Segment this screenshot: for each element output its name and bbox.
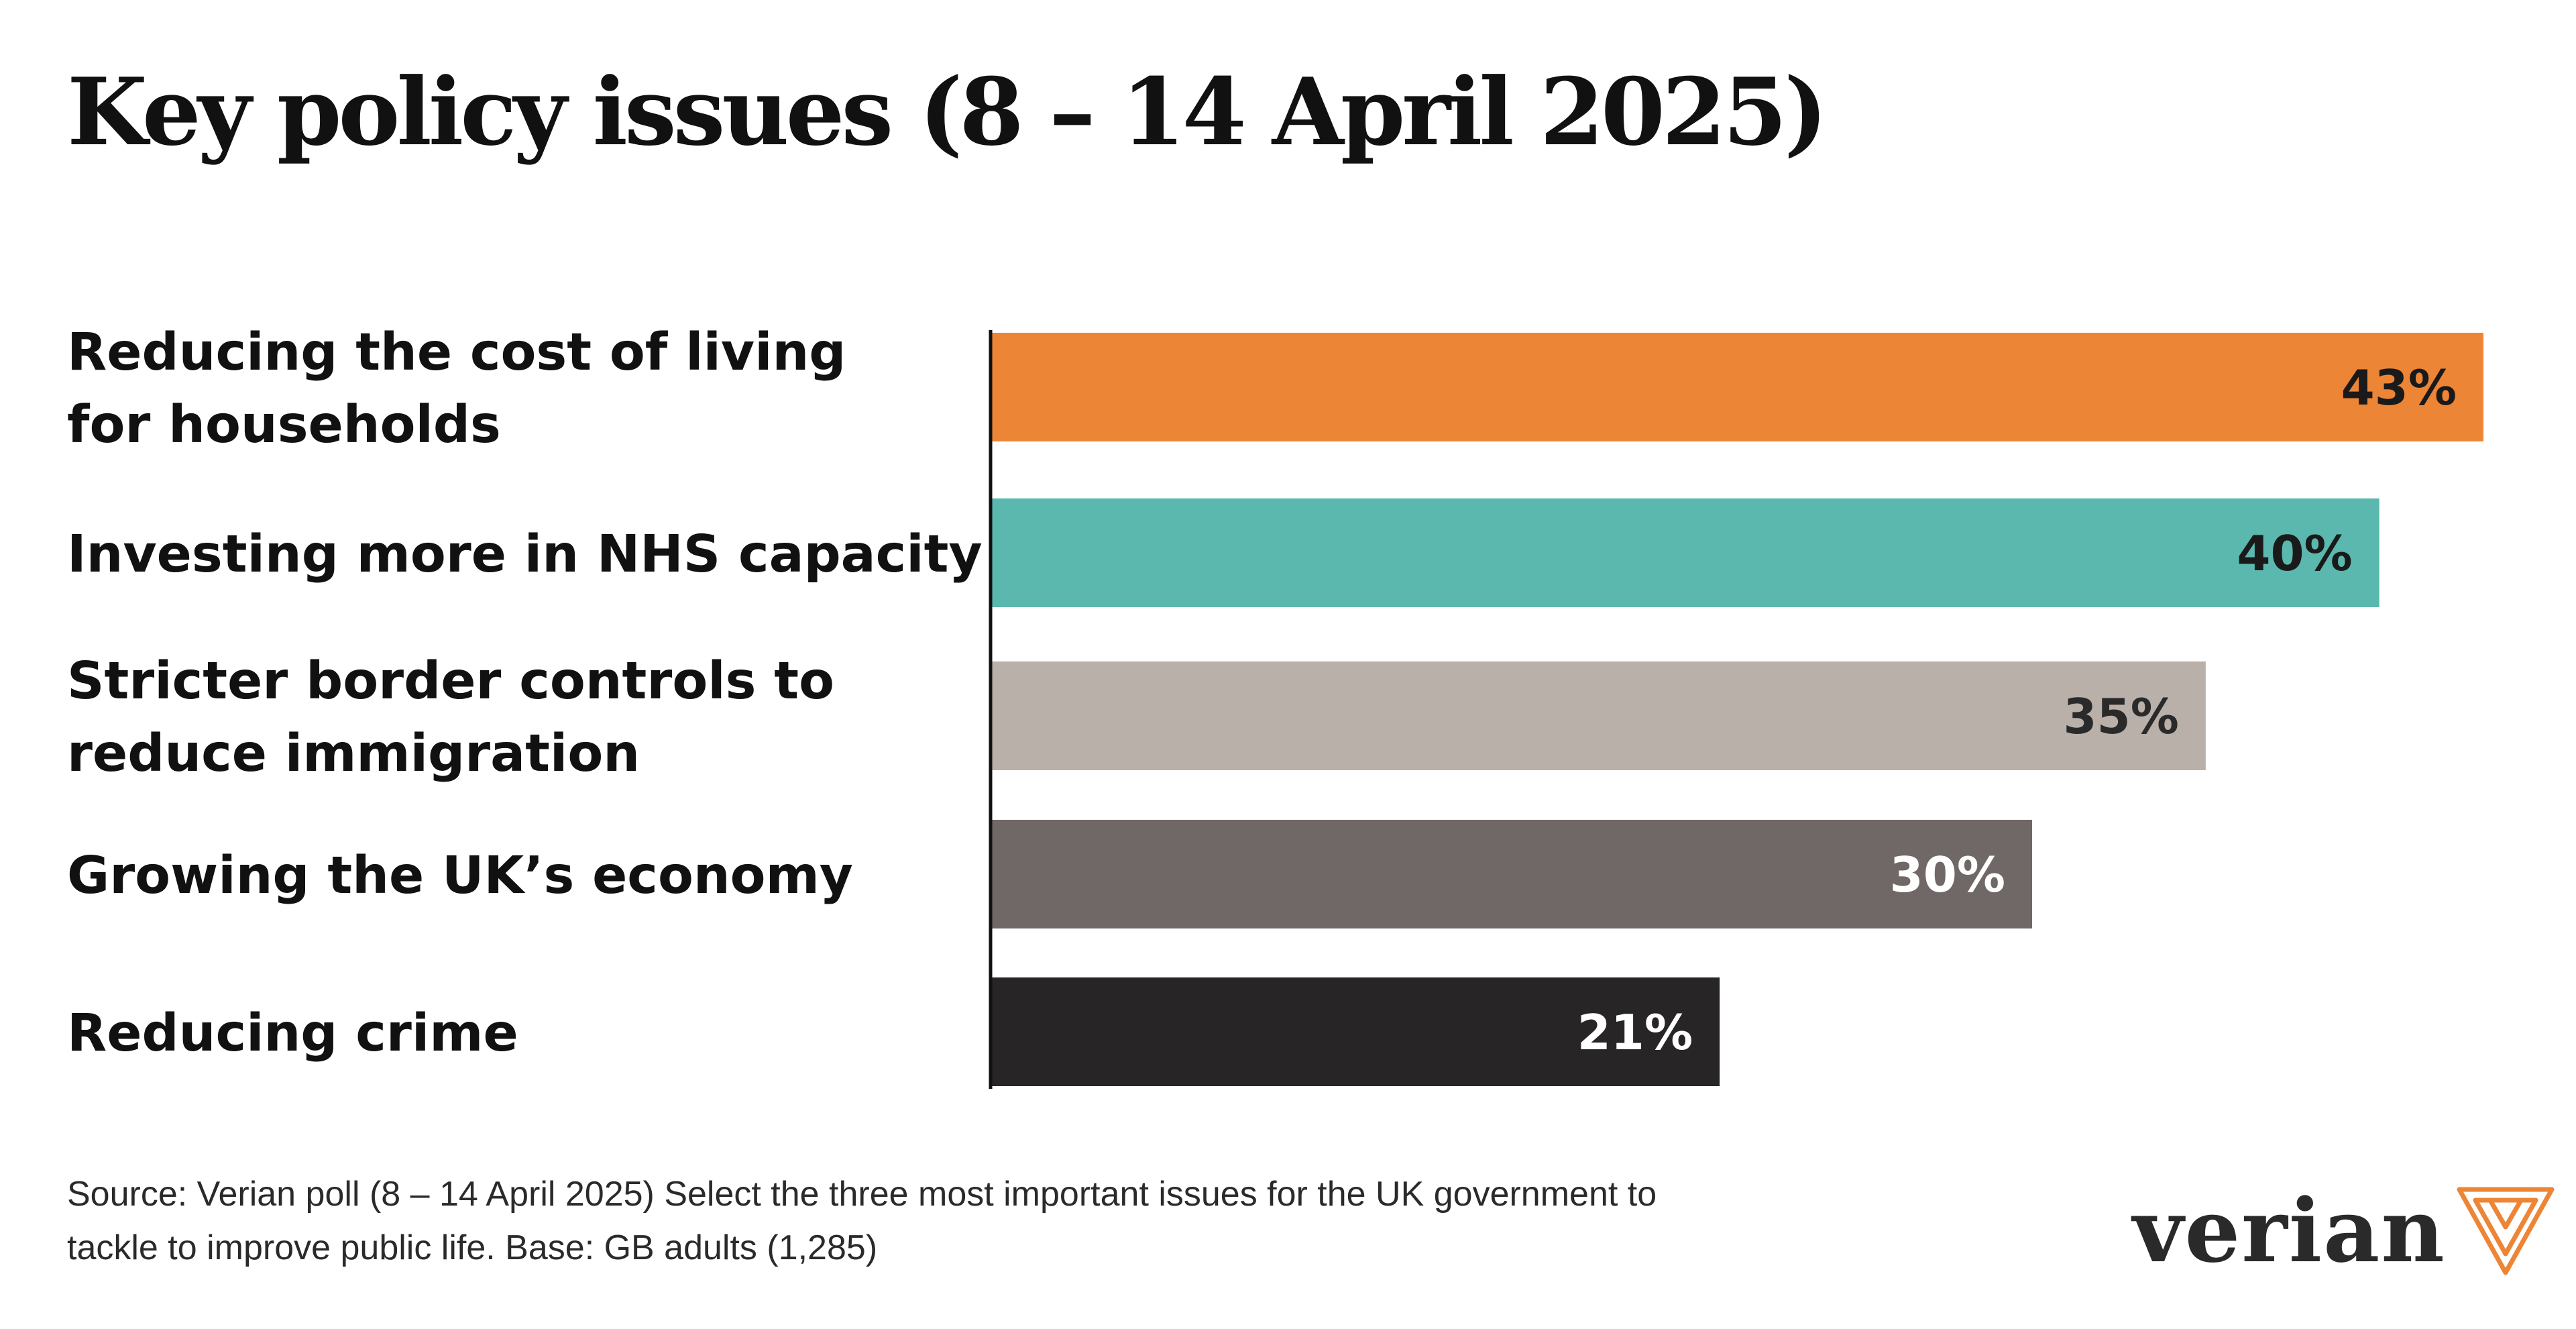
source-note: Source: Verian poll (8 – 14 April 2025) … — [67, 1175, 1657, 1267]
bar-5 — [991, 977, 1720, 1086]
value-label-1: 43% — [2341, 360, 2457, 416]
chart-title: Key policy issues (8 – 14 April 2025) — [67, 57, 1828, 166]
category-label-5: Reducing crime — [67, 1004, 518, 1063]
bar-3 — [991, 661, 2206, 770]
value-label-5: 21% — [1577, 1004, 1693, 1061]
category-label-line: Reducing crime — [67, 1004, 518, 1063]
category-label-2: Investing more in NHS capacity — [67, 525, 983, 584]
value-label-4: 30% — [1890, 847, 2005, 903]
bar-4 — [991, 820, 2033, 928]
category-label-4: Growing the UK’s economy — [67, 846, 853, 906]
bar-2 — [991, 498, 2379, 607]
category-label-line: Stricter border controls to — [67, 651, 834, 711]
verian-logo: verian — [2133, 1171, 2556, 1291]
category-label-line: Investing more in NHS capacity — [67, 525, 983, 584]
value-label-2: 40% — [2237, 525, 2352, 582]
category-label-3: Stricter border controls to reduce immigr… — [67, 651, 834, 784]
category-label-line: Reducing the cost of living — [67, 323, 846, 382]
category-label-line: for households — [67, 395, 501, 455]
category-label-line: reduce immigration — [67, 724, 640, 784]
logo-wordmark: verian — [2133, 1179, 2446, 1282]
verian-logo-mark-icon — [2457, 1187, 2555, 1275]
bar-1 — [991, 333, 2483, 441]
value-label-3: 35% — [2064, 688, 2179, 745]
category-label-1: Reducing the cost of living for household… — [67, 323, 846, 455]
category-label-line: Growing the UK’s economy — [67, 846, 853, 906]
